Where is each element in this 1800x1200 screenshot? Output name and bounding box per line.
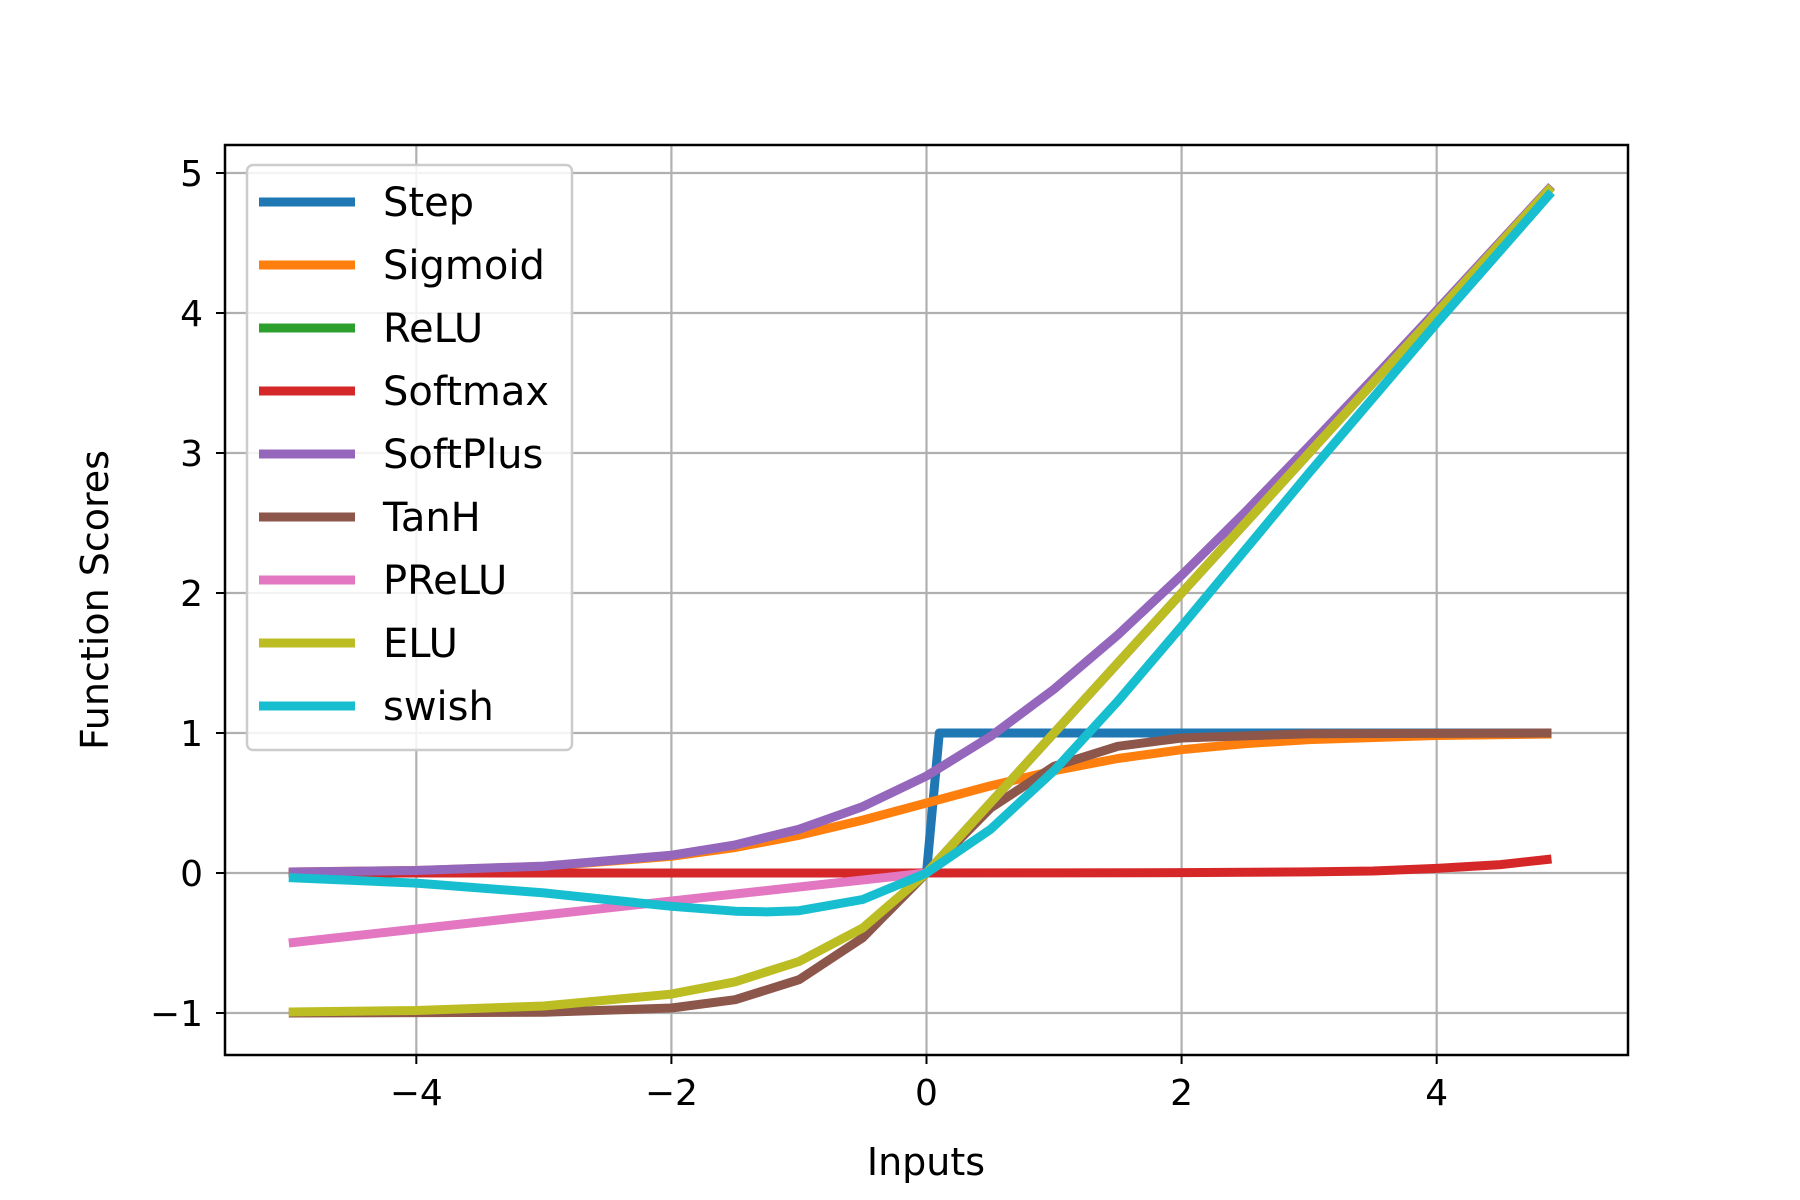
series-line-elu	[288, 183, 1555, 1017]
x-tick-label: 2	[1170, 1073, 1193, 1114]
y-axis-label: Function Scores	[73, 450, 117, 750]
y-tick-label: 2	[180, 574, 203, 615]
legend-label-elu: ELU	[383, 621, 458, 667]
series-line-swish	[288, 189, 1555, 917]
x-axis-label: Inputs	[867, 1140, 985, 1184]
series-line-softmax	[288, 854, 1552, 878]
y-axis-ticks: −1 0 1 2 3 4 5	[150, 154, 225, 1035]
x-axis-ticks: −4 −2 0 2 4	[390, 1055, 1448, 1114]
legend-label-prelu: PReLU	[383, 558, 507, 604]
legend-label-softplus: SoftPlus	[383, 432, 543, 478]
series-lines	[288, 182, 1555, 1018]
y-tick-label: 4	[180, 294, 203, 335]
legend-label-swish: swish	[383, 684, 494, 730]
legend: Step Sigmoid ReLU Softmax SoftPlus TanH PReLU E…	[245, 163, 574, 752]
legend-label-tanh: TanH	[382, 495, 481, 541]
x-tick-label: −2	[645, 1073, 698, 1114]
y-tick-label: 1	[180, 714, 203, 755]
x-tick-label: −4	[390, 1073, 443, 1114]
legend-label-sigmoid: Sigmoid	[383, 243, 545, 289]
y-tick-label: 5	[180, 154, 203, 195]
y-tick-label: −1	[150, 994, 203, 1035]
legend-label-relu: ReLU	[383, 306, 483, 352]
x-tick-label: 4	[1425, 1073, 1448, 1114]
legend-label-step: Step	[383, 180, 474, 226]
legend-box	[245, 163, 574, 752]
x-tick-label: 0	[915, 1073, 938, 1114]
y-tick-label: 0	[180, 854, 203, 895]
legend-label-softmax: Softmax	[383, 369, 549, 415]
y-tick-label: 3	[180, 434, 203, 475]
